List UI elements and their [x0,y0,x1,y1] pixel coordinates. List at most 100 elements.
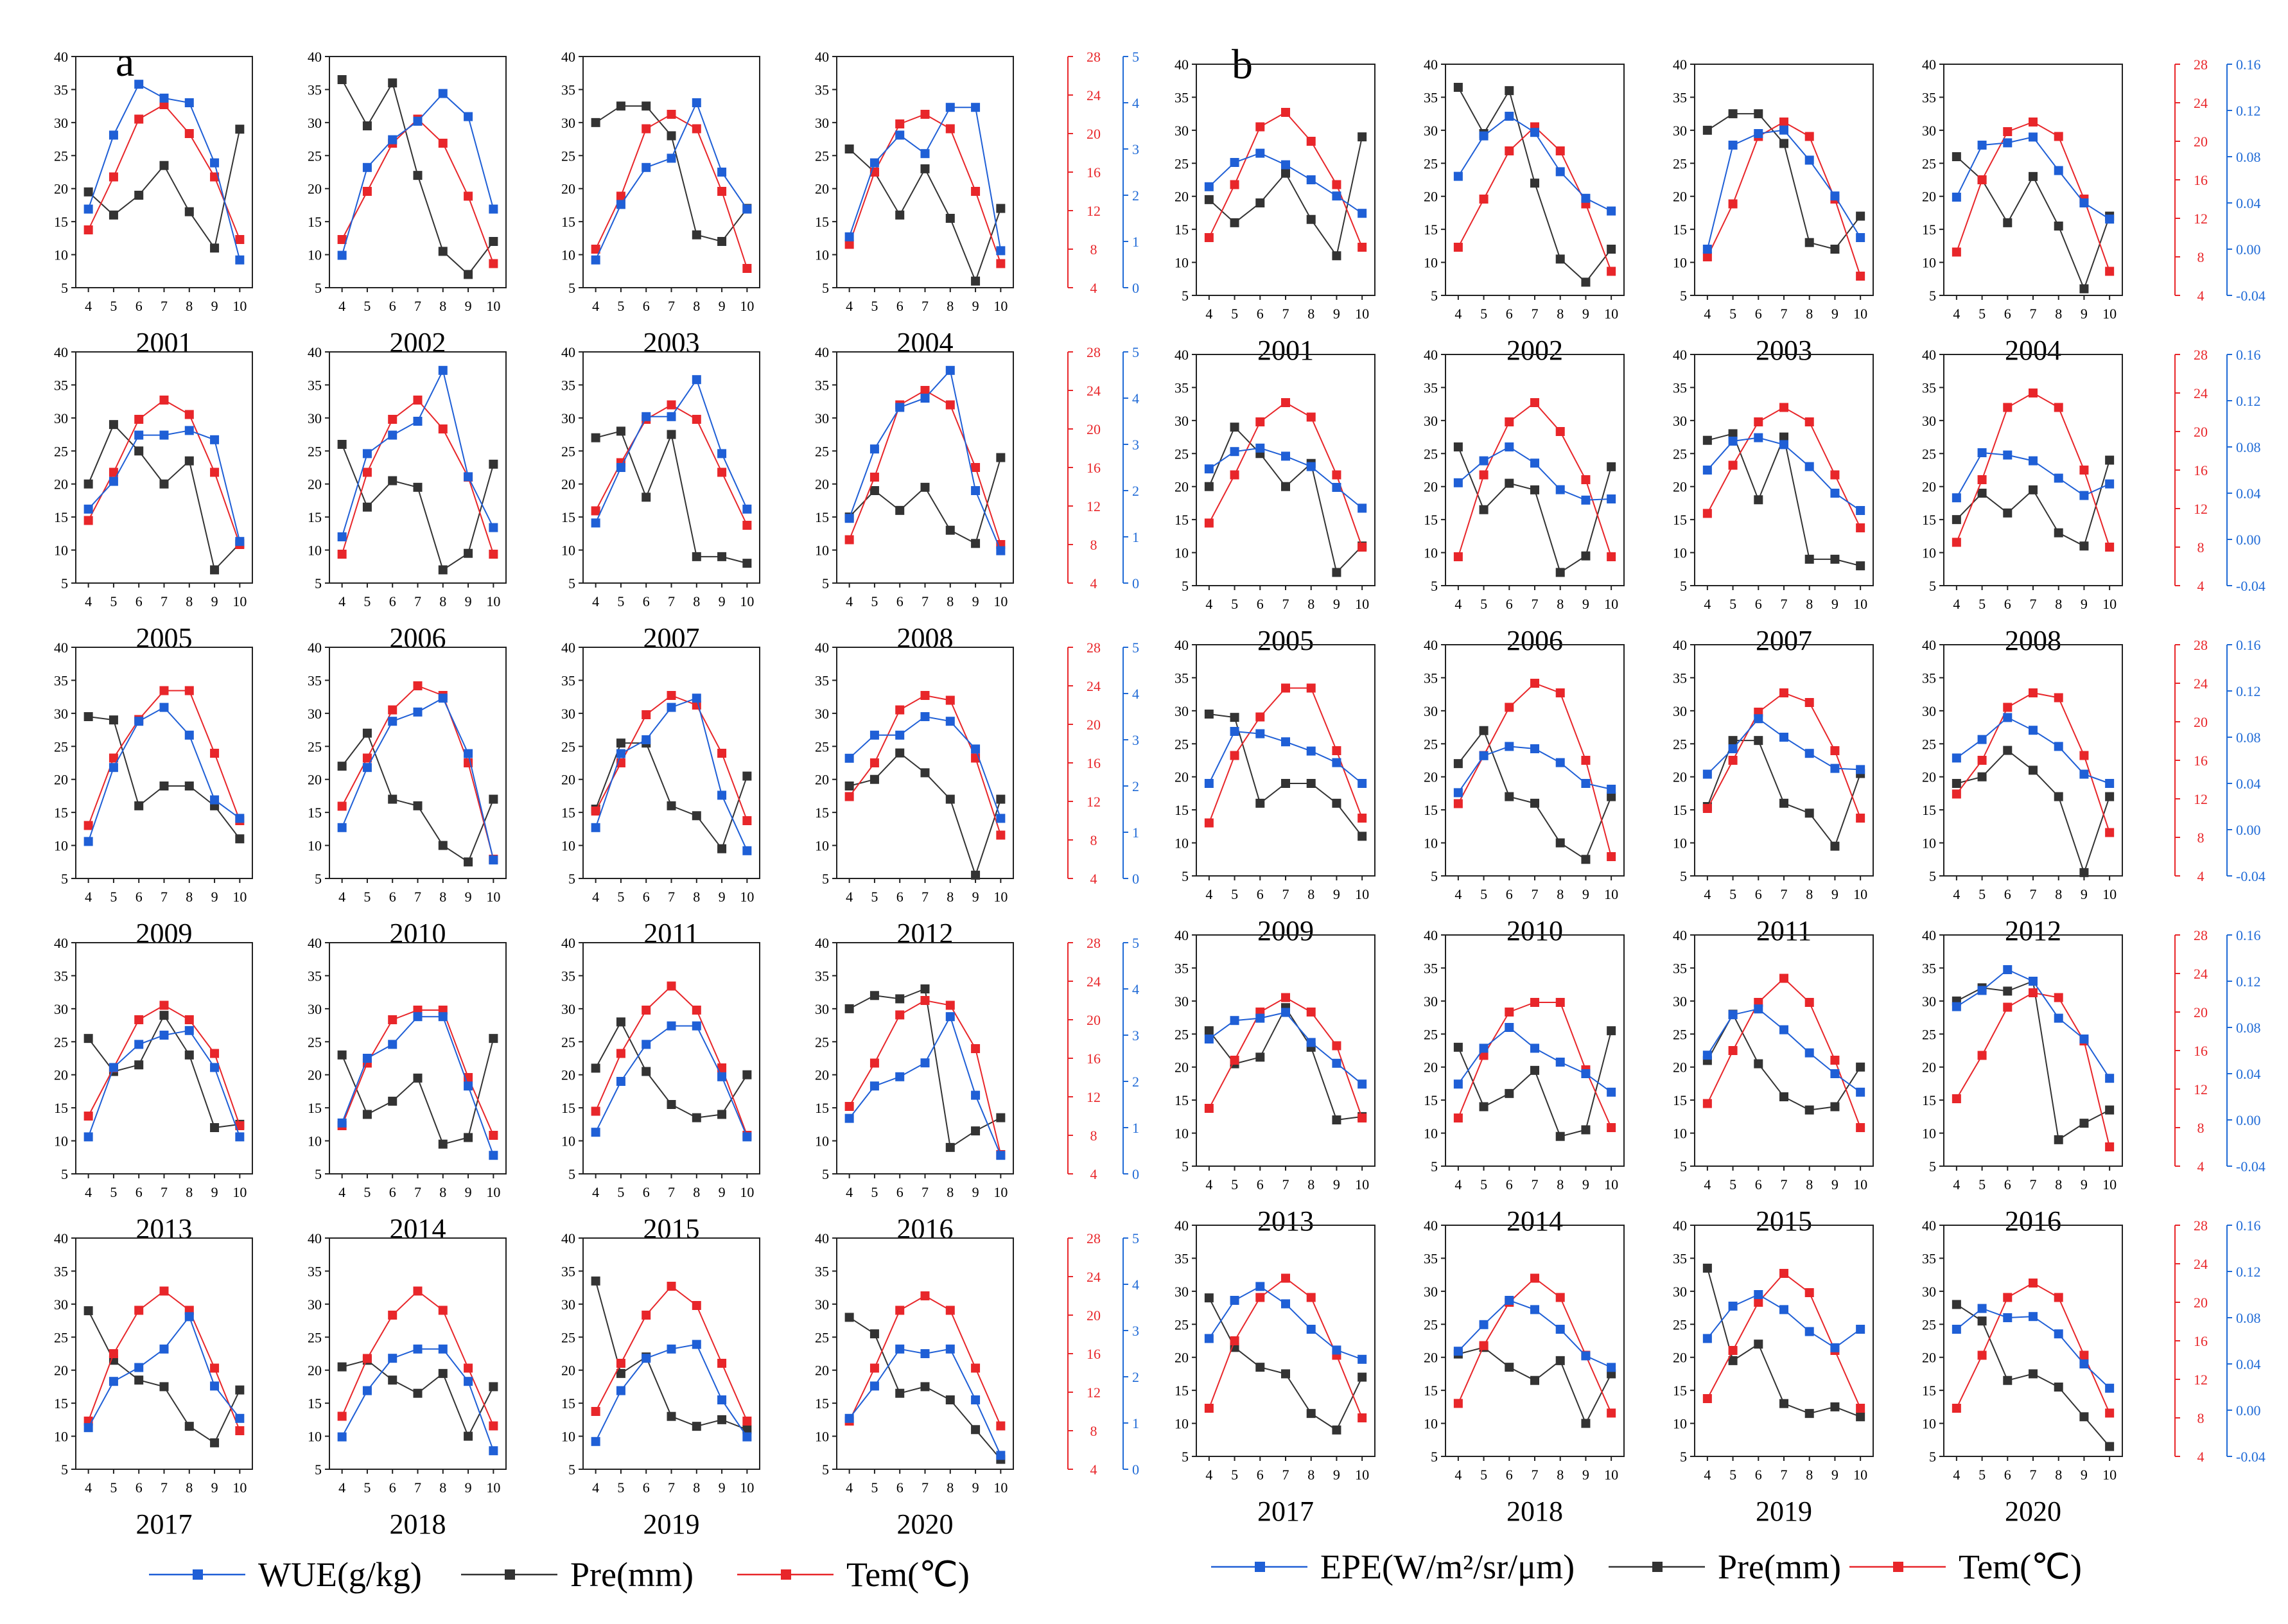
x-tick-label: 8 [1806,306,1813,322]
blue-axis-label: 4 [1132,981,1139,997]
pre-point [83,712,93,721]
y-tick-label: 25 [308,148,322,164]
tem-point [717,187,727,196]
wue-point [83,204,93,214]
x-tick-label: 5 [363,1184,371,1200]
wue-series-line [87,706,240,842]
y-tick-label: 25 [815,1034,829,1050]
y-tick-label: 35 [815,82,829,98]
epe-point [1702,1334,1712,1343]
legend-label: Pre(mm) [1718,1548,1841,1586]
epe-point [2003,965,2013,974]
y-tick-label: 25 [54,443,68,459]
y-tick-label: 25 [1673,736,1687,752]
y-tick-label: 25 [561,443,575,459]
pre-point [996,794,1006,804]
pre-point [1453,1042,1463,1052]
y-tick-label: 30 [1175,993,1189,1009]
y-tick-label: 10 [1922,1126,1936,1142]
y-tick-label: 40 [1424,1218,1438,1234]
pre-point [2054,222,2063,231]
tem-point [971,1044,981,1053]
pre-point [920,1382,930,1392]
x-tick-label: 8 [1307,306,1314,322]
y-tick-label: 35 [1424,89,1438,105]
wue-point [895,403,905,412]
wue-point [667,703,676,712]
x-tick-label: 6 [1257,596,1264,612]
pre-point [1977,772,1987,781]
y-tick-label: 10 [1673,545,1687,561]
y-tick-label: 30 [308,706,322,722]
pre-point [667,1411,676,1421]
x-tick-label: 4 [592,1480,599,1496]
x-tick-label: 9 [719,298,726,314]
subplot-year-label: 2015 [643,1213,700,1244]
tem-point [1555,427,1565,436]
wue-point [413,116,423,126]
tem-point [362,467,372,477]
pre-series-line [1707,433,1861,567]
y-tick-label: 35 [54,377,68,393]
y-tick-label: 30 [1922,703,1936,719]
tem-axis-label: 12 [2194,791,2208,807]
epe-point [1530,458,1539,468]
wue-point [184,730,194,740]
legend-marker [505,1569,515,1580]
pre-point [1505,478,1514,488]
x-tick-label: 8 [1307,596,1314,612]
tem-axis-label: 8 [1090,1423,1097,1439]
pre-point [1952,779,1961,788]
y-tick-label: 20 [54,772,68,788]
tem-point [996,830,1006,840]
y-tick-label: 15 [54,1100,68,1116]
blue-axis-label: 3 [1132,141,1139,157]
y-tick-label: 35 [1424,380,1438,396]
tem-point [1204,818,1214,828]
y-tick-label: 25 [1424,446,1438,462]
epe-point [1555,485,1565,494]
tem-point [109,467,118,477]
legend-marker [1652,1562,1663,1572]
blue-axis-label: 1 [1132,234,1139,250]
y-tick-label: 40 [561,935,575,951]
x-tick-label: 4 [338,593,345,609]
tem-point [2029,988,2038,997]
wue-point [616,1077,625,1086]
pre-point [1728,1356,1738,1365]
y-tick-label: 5 [315,1462,322,1478]
y-tick-label: 5 [568,1166,575,1182]
epe-point [2003,713,2013,722]
y-tick-label: 40 [815,1230,829,1246]
x-tick-label: 5 [871,298,878,314]
pre-point [591,1063,600,1073]
x-tick-label: 5 [363,1480,371,1496]
y-tick-label: 10 [815,1133,829,1149]
tem-point [1830,746,1840,755]
pre-point [489,459,498,469]
y-tick-label: 25 [1175,736,1189,752]
epe-point [1804,155,1814,165]
wue-point [134,430,144,440]
tem-point [337,235,347,244]
tem-series-line [1955,1282,2111,1413]
x-tick-label: 9 [1831,306,1838,322]
blue-axis-label: 0.12 [2236,103,2261,119]
pre-point [1453,83,1463,92]
y-tick-label: 10 [308,1133,322,1149]
wue-point [869,730,879,740]
wue-point [844,514,854,523]
wue-point [869,444,879,454]
tem-point [1754,417,1763,426]
x-tick-label: 10 [1853,886,1867,902]
epe-point [1856,506,1865,515]
tem-point [1358,1413,1367,1422]
epe-point [1255,443,1265,453]
epe-point [1952,1325,1961,1334]
y-tick-label: 5 [1182,868,1189,884]
y-tick-label: 25 [1175,155,1189,171]
y-tick-label: 5 [568,1462,575,1478]
